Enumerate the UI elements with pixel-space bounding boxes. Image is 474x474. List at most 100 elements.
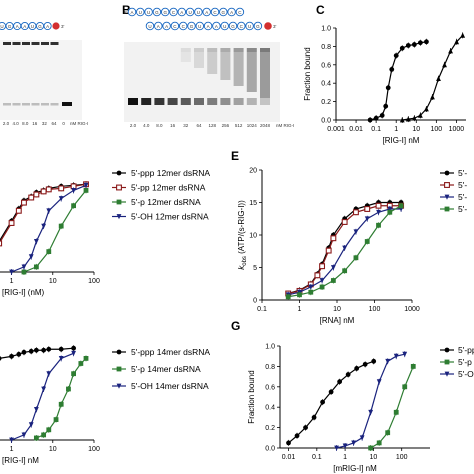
- gel-smear: [233, 52, 244, 86]
- series-line: [370, 366, 414, 449]
- data-point: [376, 222, 381, 228]
- data-point: [58, 185, 65, 192]
- gel-a: U G A A U G A 3' 2.0 4.0 8.0 16 32 64 0 nM RIG-I: [0, 18, 88, 126]
- gel-smear: [260, 52, 270, 98]
- data-point: [353, 255, 359, 261]
- data-point: [116, 170, 122, 176]
- x-tick-label: 0.1: [371, 126, 381, 133]
- lane-label: 16: [170, 123, 176, 128]
- nucleotide-letter: C: [240, 24, 244, 29]
- gel-band-free: [62, 102, 72, 106]
- data-point: [411, 42, 417, 47]
- data-point: [58, 346, 64, 352]
- data-point: [46, 249, 52, 254]
- nucleotide-circle: [162, 21, 171, 31]
- x-tick-label: 0.01: [282, 454, 296, 461]
- data-point: [442, 62, 447, 68]
- nucleotide-letter: A: [180, 10, 183, 15]
- y-axis-label: kobs (ATP/(s-RIG-I)): [237, 200, 248, 270]
- data-point: [297, 292, 302, 298]
- strand-end-label: 3': [273, 24, 277, 29]
- series-line: [402, 34, 464, 121]
- gel-band-free: [207, 98, 218, 105]
- x-tick-label: 100: [396, 454, 408, 461]
- data-point: [21, 349, 27, 355]
- data-point: [28, 254, 34, 260]
- data-point: [58, 196, 64, 202]
- x-tick-label: 0.1: [257, 306, 267, 313]
- gel-band-top: [3, 42, 11, 45]
- data-point: [46, 427, 52, 433]
- nucleotide-letter: U: [188, 10, 191, 15]
- data-point: [444, 347, 450, 353]
- nucleotide-circle: [203, 21, 213, 31]
- lane-label: 0: [62, 121, 65, 126]
- gel-a-bands: [3, 42, 72, 106]
- lane-label: 4.0: [12, 121, 19, 126]
- nucleotide-circle: [202, 7, 211, 17]
- nucleotide-letter: G: [222, 10, 226, 15]
- x-tick-label: 1: [298, 306, 302, 313]
- nucleotide-letter: A: [16, 24, 19, 29]
- data-point: [379, 113, 385, 118]
- gel-band-free: [246, 98, 257, 105]
- gel-band-bottom: [22, 103, 30, 106]
- legend-label: 5'-ppp: [458, 345, 474, 355]
- x-tick-label: 1000: [404, 306, 420, 313]
- y-tick-label: 0.4: [265, 405, 275, 412]
- data-point: [430, 94, 435, 100]
- data-point: [402, 351, 408, 357]
- data-point: [398, 203, 404, 209]
- data-point: [448, 48, 453, 54]
- lane-label: 128: [208, 123, 216, 128]
- data-point: [116, 184, 122, 191]
- data-point: [325, 247, 332, 254]
- data-point: [444, 194, 450, 200]
- series-line: [336, 353, 405, 449]
- nucleotide-letter: G: [38, 24, 42, 29]
- data-point: [0, 240, 3, 247]
- data-point: [308, 289, 314, 295]
- chart-d: 1 10 100 [RIG-I] (nM) 5'-ppp 12mer dsRNA 5'-p…: [0, 168, 210, 297]
- nucleotide-letter: A: [23, 24, 26, 29]
- nucleotide-circle: [235, 7, 245, 17]
- nucleotide-letter: C: [213, 10, 217, 15]
- y-axis-label: Fraction bound: [303, 47, 312, 100]
- gel-band-free: [141, 98, 152, 105]
- data-point: [373, 115, 379, 121]
- legend-label: 5'-p 14mer dsRNA: [131, 364, 201, 374]
- nucleotide-circle: [185, 7, 195, 17]
- data-point: [41, 223, 47, 229]
- nucleotide-circle: [195, 21, 205, 31]
- y-axis-label-main: k: [237, 265, 246, 270]
- nucleotide-letter: U: [147, 10, 150, 15]
- x-tick-label: 0.1: [312, 454, 322, 461]
- data-point: [46, 208, 52, 214]
- y-tick-label: 0.6: [265, 384, 275, 391]
- nucleotide-letter: C: [238, 10, 242, 15]
- lane-label: 4.0: [143, 123, 150, 128]
- series-line: [0, 347, 74, 359]
- data-point: [342, 245, 348, 251]
- series: [0, 345, 77, 361]
- data-point: [40, 188, 47, 195]
- data-point: [444, 371, 450, 377]
- x-tick-label: 10: [412, 126, 420, 133]
- gel-b: 5' A U U G G C A U U A C G A CU A A C C G U A A U G C U G 3' 2.0 4.0 8…: [124, 7, 294, 128]
- y-tick-label: 0.0: [321, 118, 331, 125]
- series: [367, 38, 429, 123]
- data-point: [308, 284, 314, 290]
- data-point: [375, 202, 382, 209]
- data-point: [436, 75, 441, 81]
- data-point: [387, 209, 393, 215]
- series: [334, 351, 408, 451]
- x-tick-label: 100: [88, 278, 100, 285]
- lane-label: 512: [235, 123, 243, 128]
- data-point: [353, 229, 359, 235]
- data-point: [345, 372, 351, 377]
- y-tick-label: 0: [253, 298, 257, 305]
- gel-smear: [220, 52, 231, 80]
- gel-band-shifted: [220, 48, 231, 52]
- data-point: [46, 346, 52, 352]
- panel-label-g: G: [231, 319, 240, 333]
